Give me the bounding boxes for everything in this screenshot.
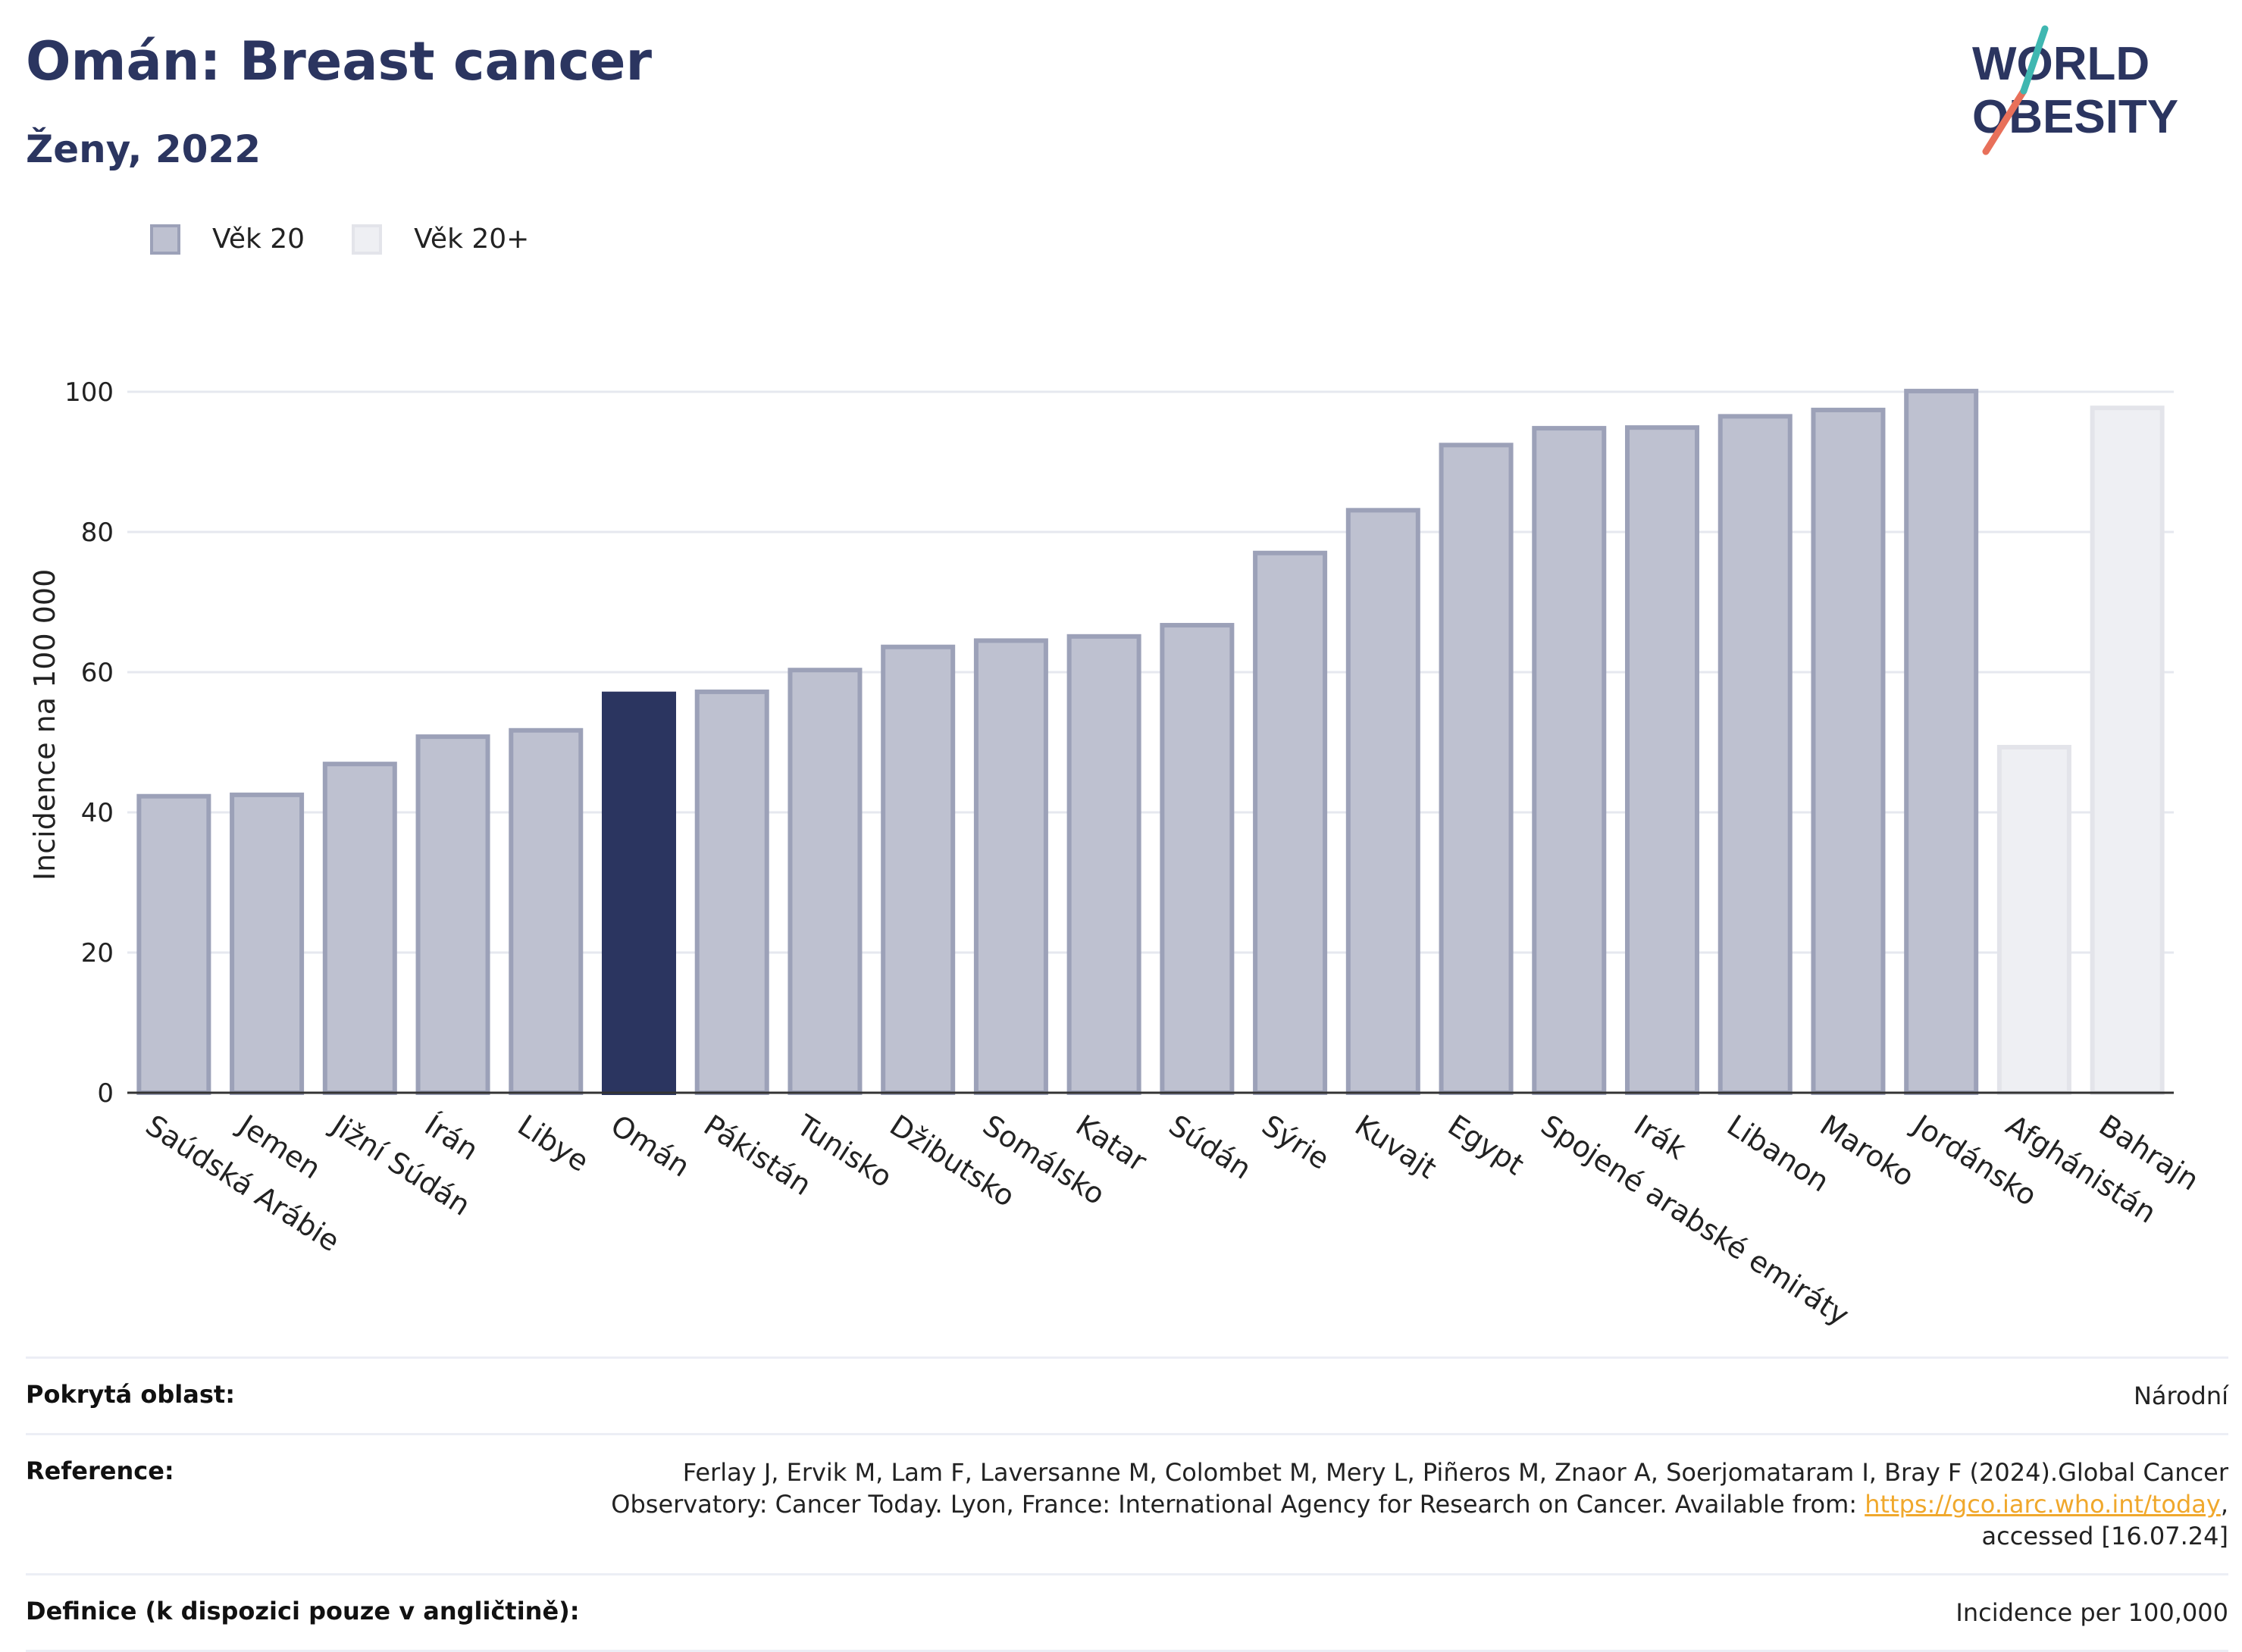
bar-pákistán (694, 689, 769, 1095)
bar-jordánsko (1904, 389, 1979, 1095)
x-tick-label: Libanon (1721, 1109, 1835, 1199)
bar-maroko (1811, 408, 1886, 1096)
legend-swatch (150, 224, 180, 255)
reference-text: Observatory: Cancer Today. Lyon, France:… (611, 1490, 1865, 1519)
chart-legend: Věk 20 Věk 20+ (150, 224, 576, 255)
reference-accessed: accessed [16.07.24] (1981, 1522, 2228, 1550)
x-tick-label: Irák (1628, 1109, 1692, 1166)
legend-item-vek-20[interactable]: Věk 20 (150, 224, 305, 255)
reference-label: Reference: (26, 1456, 174, 1485)
page-title: Omán: Breast cancer (26, 30, 653, 92)
footer-row-definition: Definice (k dispozici pouze v angličtině… (26, 1573, 2228, 1652)
bar-libanon (1718, 414, 1793, 1095)
reference-value: Ferlay J, Ervik M, Lam F, Laversanne M, … (611, 1458, 2228, 1550)
x-tick-label: Maroko (1815, 1109, 1921, 1194)
bar-somálsko (973, 638, 1048, 1095)
chart-footer: Pokrytá oblast: Národní Reference: Ferla… (26, 1356, 2228, 1652)
bar-kuvajt (1345, 508, 1420, 1095)
world-obesity-logo: WORLD OBESITY (1972, 25, 2178, 155)
x-tick-label: Sýrie (1256, 1109, 1335, 1176)
bar-jižní-súdán (322, 762, 397, 1095)
x-tick-label: Kuvajt (1349, 1109, 1442, 1185)
y-tick-label: 20 (81, 938, 114, 968)
bar-libye (509, 727, 584, 1096)
bar-sýrie (1253, 550, 1328, 1095)
y-tick-label: 80 (81, 518, 114, 548)
definition-value: Incidence per 100,000 (1955, 1598, 2228, 1627)
definition-label: Definice (k dispozici pouze v angličtině… (26, 1597, 580, 1625)
logo-text-world: WORLD (1972, 38, 2150, 90)
bar-bahrajn (2090, 405, 2165, 1095)
x-tick-label: Omán (605, 1109, 696, 1184)
coverage-label: Pokrytá oblast: (26, 1380, 235, 1409)
bar-egypt (1439, 443, 1514, 1096)
bar-írán (415, 734, 490, 1095)
y-tick-label: 60 (81, 658, 114, 688)
legend-swatch (352, 224, 383, 255)
page-subtitle: Ženy, 2022 (26, 127, 261, 171)
bar-tunisko (788, 668, 863, 1096)
legend-label: Věk 20 (212, 224, 305, 255)
x-tick-label: Egypt (1442, 1109, 1530, 1182)
logo-text-obesity: OBESITY (1972, 91, 2178, 143)
reference-text: Ferlay J, Ervik M, Lam F, Laversanne M, … (682, 1458, 2228, 1487)
bar-saúdská-arábie (136, 793, 211, 1095)
y-tick-label: 0 (97, 1078, 114, 1109)
bar-irák (1625, 425, 1699, 1096)
y-tick-label: 100 (64, 377, 114, 408)
bar-afghánistán (1996, 744, 2071, 1095)
y-axis-label: Incidence na 100 000 (28, 569, 61, 881)
legend-label: Věk 20+ (414, 224, 530, 255)
bar-súdán (1160, 623, 1235, 1095)
footer-row-reference: Reference: Ferlay J, Ervik M, Lam F, Lav… (26, 1433, 2228, 1573)
coverage-value: Národní (2133, 1381, 2228, 1410)
y-tick-label: 40 (81, 798, 114, 828)
bar-džibutsko (881, 644, 956, 1095)
bar-omán (602, 691, 676, 1095)
x-tick-label: Írán (419, 1109, 484, 1167)
bar-spojené-arabské-emiráty (1532, 426, 1607, 1096)
x-tick-label: Súdán (1163, 1109, 1257, 1186)
legend-item-vek-20-plus[interactable]: Věk 20+ (352, 224, 529, 255)
footer-row-coverage: Pokrytá oblast: Národní (26, 1356, 2228, 1433)
x-tick-label: Libye (512, 1109, 594, 1178)
bar-jemen (230, 792, 305, 1095)
x-tick-label: Spojené arabské emiráty (1535, 1109, 1855, 1332)
reference-link[interactable]: https://gco.iarc.who.int/today (1865, 1490, 2221, 1519)
bar-katar (1066, 634, 1141, 1095)
